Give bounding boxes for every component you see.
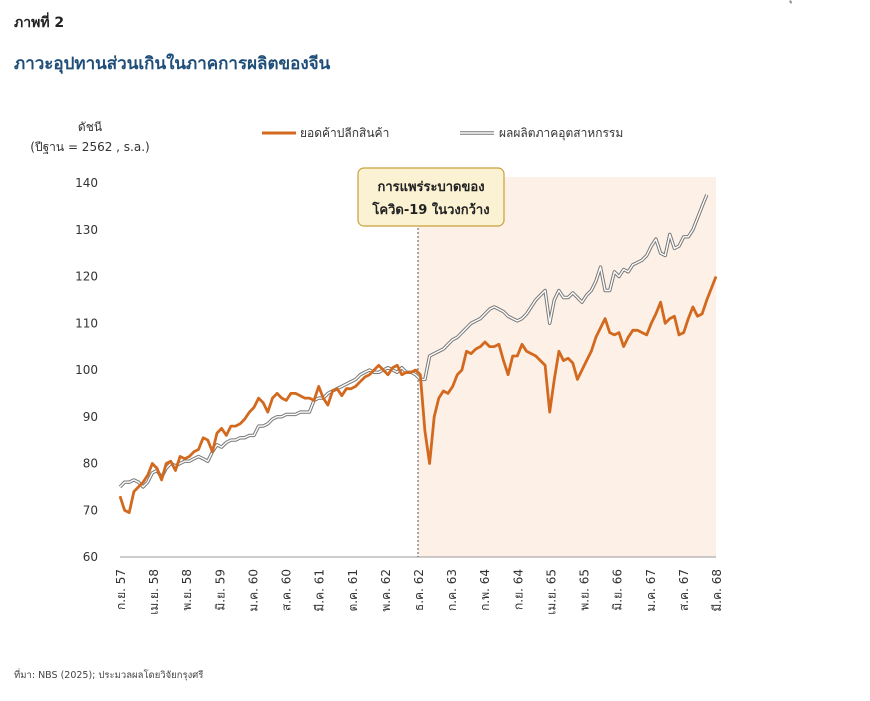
legend-label-retail: ยอดค้าปลีกสินค้า [300, 126, 389, 140]
x-tick-label: เม.ย. 58 [147, 569, 161, 615]
y-tick-label: 80 [83, 457, 98, 471]
x-tick-label: มี.ค. 61 [313, 569, 327, 612]
y-tick-label: 60 [83, 550, 98, 564]
x-tick-label: ก.ย. 57 [114, 569, 128, 610]
covid-annotation-line2: โควิด-19 ในวงกว้าง [371, 201, 489, 218]
y-tick-label: 140 [75, 176, 98, 190]
covid-annotation-line1: การแพร่ระบาดของ [377, 180, 484, 195]
figure-label: ภาพที่ 2 [14, 15, 65, 31]
x-tick-label: ต.ค. 61 [346, 569, 360, 612]
x-tick-label: ม.ค. 67 [644, 569, 658, 612]
y-tick-label: 100 [75, 363, 98, 377]
y-tick-label: 90 [83, 410, 98, 424]
x-tick-label: พ.ย. 58 [180, 569, 194, 611]
brace-label-line1: ภาวะอุปทาน [755, 0, 826, 4]
y-axis-unit: (ปีฐาน = 2562 , s.a.) [30, 140, 149, 154]
chart-title: ภาวะอุปทานส่วนเกินในภาคการผลิตของจีน [14, 54, 331, 74]
y-tick-label: 70 [83, 503, 98, 517]
x-tick-label: ก.ค. 63 [445, 569, 459, 611]
y-tick-label: 130 [75, 223, 98, 237]
x-tick-label: ก.ย. 64 [511, 569, 525, 610]
series-line-industrial [119, 194, 708, 488]
x-tick-label: ก.พ. 64 [478, 569, 492, 611]
x-tick-label: พ.ค. 62 [379, 569, 393, 612]
series-line-retail [118, 275, 718, 514]
x-tick-label: เม.ย. 65 [544, 569, 558, 615]
y-tick-label: 120 [75, 270, 98, 284]
x-tick-label: พ.ย. 65 [578, 569, 592, 611]
covid-annotation-box [357, 167, 505, 227]
x-tick-label: มี.ค. 68 [710, 569, 724, 612]
x-tick-label: มิ.ย. 66 [611, 569, 625, 611]
x-tick-label: ม.ค. 60 [246, 569, 260, 612]
x-tick-label: ส.ค. 67 [677, 569, 691, 611]
y-tick-label: 110 [75, 316, 98, 330]
post-covid-shade [418, 177, 716, 557]
x-tick-label: ธ.ค. 62 [412, 569, 426, 611]
source-note: ที่มา: NBS (2025); ประมวลผลโดยวิจัยกรุงศ… [14, 670, 204, 681]
legend-label-industrial: ผลผลิตภาคอุตสาหกรรม [499, 126, 623, 141]
x-tick-label: ส.ค. 60 [280, 569, 294, 611]
y-axis-label: ดัชนี [78, 120, 102, 134]
brace-label-line2: ส่วนเกิน [767, 0, 812, 4]
x-tick-label: มิ.ย. 59 [213, 569, 227, 611]
